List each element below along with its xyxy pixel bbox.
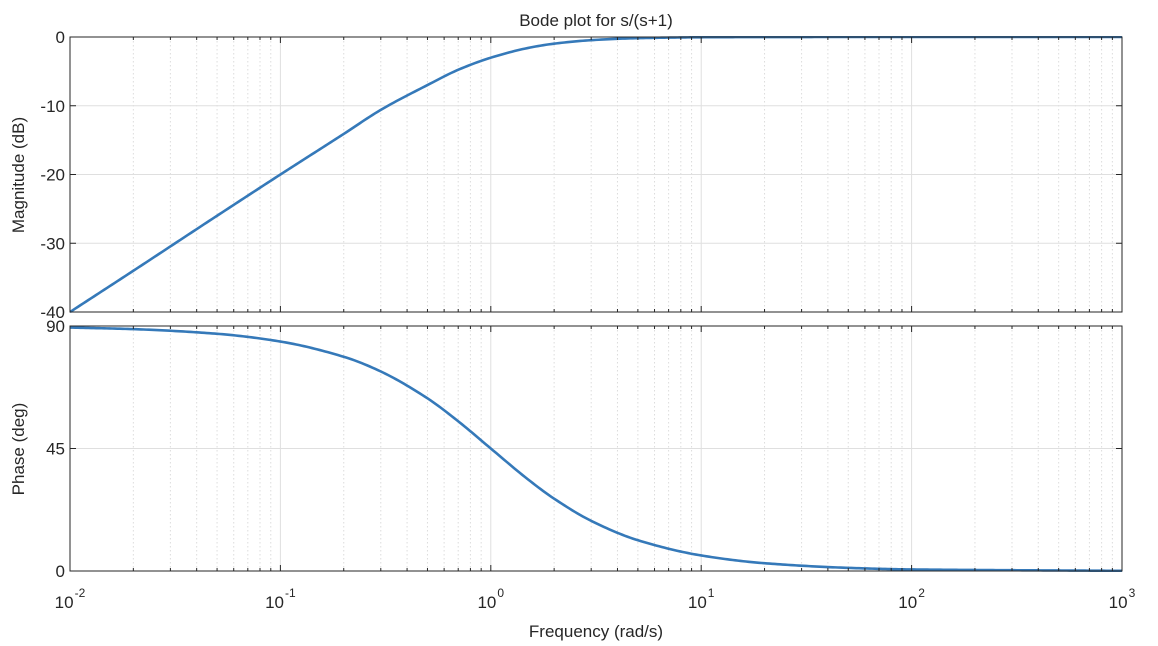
magnitude-y-tick-label: -20 xyxy=(40,166,65,185)
magnitude-panel: 0 -10 -20 -30 -40 xyxy=(40,28,1123,322)
phase-axis-label: Phase (deg) xyxy=(9,403,28,496)
x-tick-exponent: 1 xyxy=(708,586,715,600)
x-tick-exponent: 3 xyxy=(1129,586,1136,600)
chart-title: Bode plot for s/(s+1) xyxy=(519,11,673,30)
x-tick-base: 10 xyxy=(688,593,707,612)
x-tick-base: 10 xyxy=(55,593,74,612)
x-tick-exponent: -2 xyxy=(75,586,86,600)
phase-panel: 90 45 0 xyxy=(46,317,1123,581)
x-tick-label: 10 2 xyxy=(898,586,925,612)
phase-tick-marks xyxy=(69,325,1123,572)
phase-y-tick-label: 0 xyxy=(56,562,65,581)
x-tick-base: 10 xyxy=(477,593,496,612)
x-tick-label: 10 1 xyxy=(688,586,715,612)
x-tick-base: 10 xyxy=(898,593,917,612)
x-tick-exponent: -1 xyxy=(285,586,296,600)
magnitude-y-tick-label: -10 xyxy=(40,97,65,116)
phase-series-line xyxy=(70,326,1122,572)
phase-y-tick-label: 45 xyxy=(46,440,65,459)
magnitude-axis-label: Magnitude (dB) xyxy=(9,117,28,233)
x-tick-label: 10 -2 xyxy=(55,586,86,612)
magnitude-y-tick-label: -40 xyxy=(40,303,65,322)
x-tick-base: 10 xyxy=(1109,593,1128,612)
x-axis-tick-labels: 10 -2 10 -1 10 0 10 1 10 2 10 3 xyxy=(55,586,1136,612)
magnitude-tick-marks xyxy=(69,36,1123,313)
magnitude-y-tick-label: 0 xyxy=(56,28,65,47)
x-tick-label: 10 3 xyxy=(1109,586,1136,612)
frequency-axis-label: Frequency (rad/s) xyxy=(529,622,663,641)
magnitude-y-tick-label: -30 xyxy=(40,234,65,253)
x-tick-label: 10 0 xyxy=(477,586,504,612)
phase-minor-grid xyxy=(132,326,1113,571)
x-tick-base: 10 xyxy=(265,593,284,612)
phase-y-tick-label: 90 xyxy=(46,317,65,336)
x-tick-exponent: 0 xyxy=(497,586,504,600)
x-tick-exponent: 2 xyxy=(918,586,925,600)
x-tick-label: 10 -1 xyxy=(265,586,296,612)
